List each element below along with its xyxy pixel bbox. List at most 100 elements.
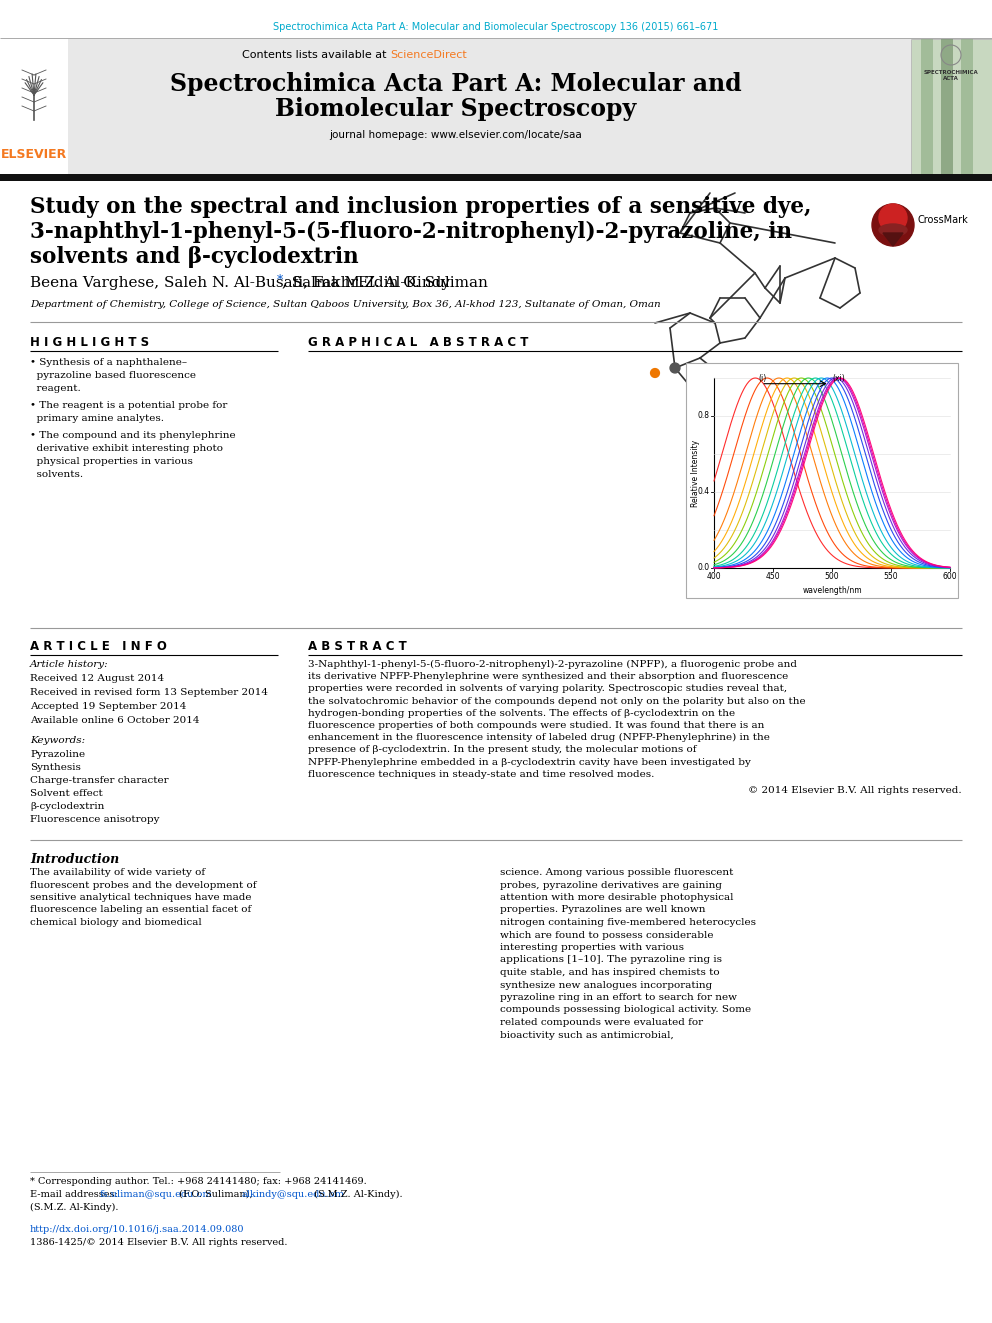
Text: Introduction: Introduction — [30, 853, 119, 867]
Text: 0.4: 0.4 — [698, 487, 710, 496]
Text: properties were recorded in solvents of varying polarity. Spectroscopic studies : properties were recorded in solvents of … — [308, 684, 787, 693]
Text: reagent.: reagent. — [30, 384, 80, 393]
Text: Contents lists available at: Contents lists available at — [242, 50, 390, 60]
Text: physical properties in various: physical properties in various — [30, 456, 192, 466]
Text: 450: 450 — [766, 572, 781, 581]
Text: science. Among various possible fluorescent: science. Among various possible fluoresc… — [500, 868, 733, 877]
Text: ScienceDirect: ScienceDirect — [390, 50, 467, 60]
Text: nitrogen containing five-membered heterocycles: nitrogen containing five-membered hetero… — [500, 918, 756, 927]
Text: fluorescent probes and the development of: fluorescent probes and the development o… — [30, 881, 257, 889]
Text: derivative exhibit interesting photo: derivative exhibit interesting photo — [30, 445, 223, 452]
Text: related compounds were evaluated for: related compounds were evaluated for — [500, 1017, 703, 1027]
Text: synthesize new analogues incorporating: synthesize new analogues incorporating — [500, 980, 712, 990]
Text: CrossMark: CrossMark — [917, 216, 968, 225]
Text: H I G H L I G H T S: H I G H L I G H T S — [30, 336, 149, 349]
Text: applications [1–10]. The pyrazoline ring is: applications [1–10]. The pyrazoline ring… — [500, 955, 722, 964]
Text: Received in revised form 13 September 2014: Received in revised form 13 September 20… — [30, 688, 268, 697]
Text: properties. Pyrazolines are well known: properties. Pyrazolines are well known — [500, 905, 705, 914]
Text: fs.uliman@squ.edu.om: fs.uliman@squ.edu.om — [99, 1189, 212, 1199]
Text: presence of β-cyclodextrin. In the present study, the molecular motions of: presence of β-cyclodextrin. In the prese… — [308, 745, 696, 754]
Text: , Salma M.Z. Al-Kindy: , Salma M.Z. Al-Kindy — [283, 277, 450, 290]
Text: Article history:: Article history: — [30, 660, 109, 669]
Text: enhancement in the fluorescence intensity of labeled drug (NPFP-Phenylephrine) i: enhancement in the fluorescence intensit… — [308, 733, 770, 742]
Circle shape — [670, 363, 680, 373]
Text: 0.0: 0.0 — [698, 564, 710, 573]
Text: Beena Varghese, Saleh N. Al-Busafi, FakhrEldin O. Suliman: Beena Varghese, Saleh N. Al-Busafi, Fakh… — [30, 277, 493, 290]
Text: ACTA: ACTA — [943, 75, 959, 81]
Text: • Synthesis of a naphthalene–: • Synthesis of a naphthalene– — [30, 359, 187, 366]
Text: sensitive analytical techniques have made: sensitive analytical techniques have mad… — [30, 893, 252, 902]
Bar — [68, 38, 911, 175]
Text: NPFP-Phenylephrine embedded in a β-cyclodextrin cavity have been investigated by: NPFP-Phenylephrine embedded in a β-cyclo… — [308, 758, 751, 766]
Bar — [686, 363, 958, 598]
Text: © 2014 Elsevier B.V. All rights reserved.: © 2014 Elsevier B.V. All rights reserved… — [748, 786, 962, 795]
Bar — [961, 38, 973, 175]
Text: fluorescence techniques in steady-state and time resolved modes.: fluorescence techniques in steady-state … — [308, 770, 655, 779]
Text: A R T I C L E   I N F O: A R T I C L E I N F O — [30, 640, 167, 654]
Text: Accepted 19 September 2014: Accepted 19 September 2014 — [30, 703, 186, 710]
Text: A B S T R A C T: A B S T R A C T — [308, 640, 407, 654]
Text: (xi): (xi) — [832, 373, 845, 382]
Text: Available online 6 October 2014: Available online 6 October 2014 — [30, 716, 199, 725]
Bar — [0, 38, 68, 175]
Text: • The compound and its phenylephrine: • The compound and its phenylephrine — [30, 431, 236, 441]
Bar — [0, 175, 992, 181]
Text: Pyrazoline: Pyrazoline — [30, 750, 85, 759]
Circle shape — [872, 204, 914, 246]
Text: fluorescence properties of both compounds were studied. It was found that there : fluorescence properties of both compound… — [308, 721, 765, 730]
Text: Department of Chemistry, College of Science, Sultan Qaboos University, Box 36, A: Department of Chemistry, College of Scie… — [30, 300, 661, 310]
Text: 550: 550 — [884, 572, 899, 581]
Text: ELSEVIER: ELSEVIER — [1, 148, 67, 161]
Bar — [921, 38, 933, 175]
Text: Synthesis: Synthesis — [30, 763, 81, 773]
Text: 3-Naphthyl-1-phenyl-5-(5-fluoro-2-nitrophenyl)-2-pyrazoline (NPFP), a fluorogeni: 3-Naphthyl-1-phenyl-5-(5-fluoro-2-nitrop… — [308, 660, 797, 669]
Text: (S.M.Z. Al-Kindy).: (S.M.Z. Al-Kindy). — [311, 1189, 403, 1199]
Text: (S.M.Z. Al-Kindy).: (S.M.Z. Al-Kindy). — [30, 1203, 118, 1212]
Text: Relative Intensity: Relative Intensity — [691, 439, 700, 507]
Text: Solvent effect: Solvent effect — [30, 789, 103, 798]
Text: β-cyclodextrin: β-cyclodextrin — [30, 802, 104, 811]
Text: G R A P H I C A L   A B S T R A C T: G R A P H I C A L A B S T R A C T — [308, 336, 529, 349]
Text: http://dx.doi.org/10.1016/j.saa.2014.09.080: http://dx.doi.org/10.1016/j.saa.2014.09.… — [30, 1225, 244, 1234]
Text: Study on the spectral and inclusion properties of a sensitive dye,: Study on the spectral and inclusion prop… — [30, 196, 811, 218]
Text: solvents and β-cyclodextrin: solvents and β-cyclodextrin — [30, 246, 359, 269]
Text: its derivative NPFP-Phenylephrine were synthesized and their absorption and fluo: its derivative NPFP-Phenylephrine were s… — [308, 672, 789, 681]
Text: pyrazoline based fluorescence: pyrazoline based fluorescence — [30, 370, 196, 380]
Text: journal homepage: www.elsevier.com/locate/saa: journal homepage: www.elsevier.com/locat… — [329, 130, 582, 140]
Text: 1386-1425/© 2014 Elsevier B.V. All rights reserved.: 1386-1425/© 2014 Elsevier B.V. All right… — [30, 1238, 288, 1248]
Bar — [911, 38, 992, 175]
Text: quite stable, and has inspired chemists to: quite stable, and has inspired chemists … — [500, 968, 719, 976]
Text: The availability of wide variety of: The availability of wide variety of — [30, 868, 205, 877]
Text: chemical biology and biomedical: chemical biology and biomedical — [30, 918, 201, 927]
Circle shape — [651, 369, 660, 377]
Text: the solvatochromic behavior of the compounds depend not only on the polarity but: the solvatochromic behavior of the compo… — [308, 697, 806, 705]
Polygon shape — [883, 233, 903, 246]
Text: bioactivity such as antimicrobial,: bioactivity such as antimicrobial, — [500, 1031, 674, 1040]
Text: Spectrochimica Acta Part A: Molecular and: Spectrochimica Acta Part A: Molecular an… — [171, 71, 742, 97]
Text: 600: 600 — [942, 572, 957, 581]
Text: hydrogen-bonding properties of the solvents. The effects of β-cyclodextrin on th: hydrogen-bonding properties of the solve… — [308, 709, 735, 718]
Text: SPECTROCHIMICA: SPECTROCHIMICA — [924, 70, 978, 75]
Text: fluorescence labeling an essential facet of: fluorescence labeling an essential facet… — [30, 905, 251, 914]
Text: solvents.: solvents. — [30, 470, 83, 479]
Text: Biomolecular Spectroscopy: Biomolecular Spectroscopy — [276, 97, 637, 120]
Text: wavelength/nm: wavelength/nm — [803, 586, 862, 595]
Bar — [941, 38, 953, 175]
Text: Charge-transfer character: Charge-transfer character — [30, 777, 169, 785]
Text: 3-naphthyl-1-phenyl-5-(5-fluoro-2-nitrophenyl)-2-pyrazoline, in: 3-naphthyl-1-phenyl-5-(5-fluoro-2-nitrop… — [30, 221, 792, 243]
Text: 500: 500 — [824, 572, 839, 581]
Text: Spectrochimica Acta Part A: Molecular and Biomolecular Spectroscopy 136 (2015) 6: Spectrochimica Acta Part A: Molecular an… — [274, 22, 718, 32]
Text: • The reagent is a potential probe for: • The reagent is a potential probe for — [30, 401, 227, 410]
Text: which are found to possess considerable: which are found to possess considerable — [500, 930, 713, 939]
Text: 0.8: 0.8 — [698, 411, 710, 421]
Text: * Corresponding author. Tel.: +968 24141480; fax: +968 24141469.: * Corresponding author. Tel.: +968 24141… — [30, 1177, 367, 1185]
Text: compounds possessing biological activity. Some: compounds possessing biological activity… — [500, 1005, 751, 1015]
Ellipse shape — [879, 224, 907, 235]
Circle shape — [879, 204, 907, 232]
Text: *: * — [277, 274, 283, 287]
Text: primary amine analytes.: primary amine analytes. — [30, 414, 164, 423]
Text: (i): (i) — [759, 373, 767, 382]
Text: 400: 400 — [706, 572, 721, 581]
Text: attention with more desirable photophysical: attention with more desirable photophysi… — [500, 893, 733, 902]
Text: pyrazoline ring in an effort to search for new: pyrazoline ring in an effort to search f… — [500, 994, 737, 1002]
